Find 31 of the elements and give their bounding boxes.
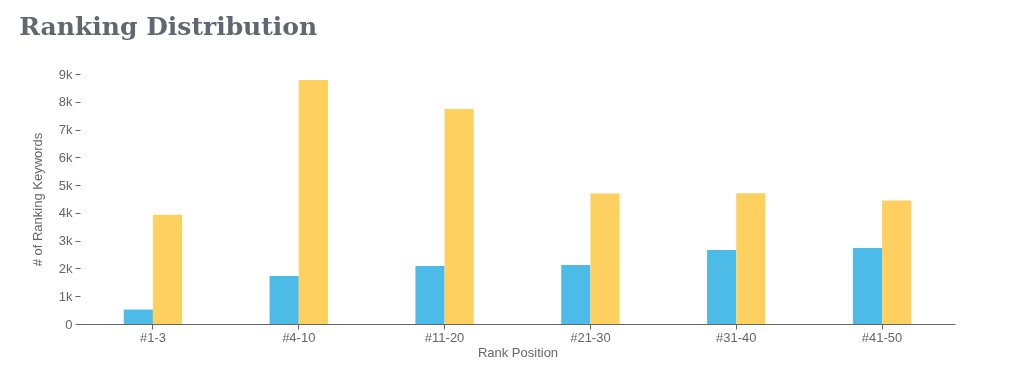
- bar: [561, 265, 591, 324]
- x-tick-label: #21-30: [570, 329, 611, 345]
- x-tick-label: #1-3: [139, 329, 166, 345]
- y-tick-label: 1k: [58, 288, 73, 304]
- bar: [123, 309, 153, 324]
- bar: [707, 250, 737, 324]
- y-tick-label: 5k: [58, 177, 73, 193]
- bar: [152, 214, 183, 324]
- y-tick-label: 9k: [58, 66, 73, 82]
- x-tick-label: #11-20: [424, 329, 465, 345]
- y-tick-label: 7k: [58, 122, 73, 138]
- bar: [298, 80, 328, 324]
- y-axis-title: # of Ranking Keywords: [29, 132, 45, 267]
- bar: [415, 265, 445, 324]
- bar: [736, 193, 766, 324]
- y-tick-label: 2k: [58, 260, 73, 276]
- y-tick-label: 4k: [58, 205, 73, 221]
- y-tick-label: 3k: [58, 233, 73, 249]
- bar: [882, 200, 912, 324]
- x-tick-label: #31-40: [716, 329, 757, 345]
- bar: [269, 275, 299, 324]
- bar: [590, 193, 620, 324]
- x-tick-label: #41-50: [861, 329, 903, 345]
- bar: [852, 247, 883, 324]
- bar: [444, 109, 474, 324]
- y-tick-label: 8k: [58, 94, 73, 110]
- chart-title: Ranking Distribution: [19, 12, 318, 41]
- x-axis-title: Rank Position: [477, 344, 559, 360]
- y-tick-label: 6k: [58, 149, 73, 165]
- y-tick-label: 0: [65, 316, 73, 332]
- x-tick-label: #4-10: [282, 329, 316, 345]
